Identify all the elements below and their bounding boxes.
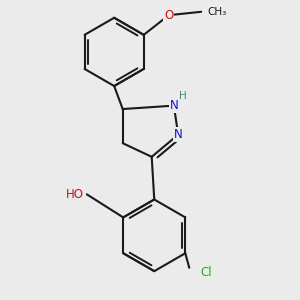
Text: O: O <box>164 9 173 22</box>
Text: CH₃: CH₃ <box>207 7 226 17</box>
Text: Cl: Cl <box>200 266 212 278</box>
Text: N: N <box>169 99 178 112</box>
Text: HO: HO <box>66 188 84 201</box>
Text: H: H <box>178 91 186 101</box>
Text: N: N <box>174 128 182 141</box>
